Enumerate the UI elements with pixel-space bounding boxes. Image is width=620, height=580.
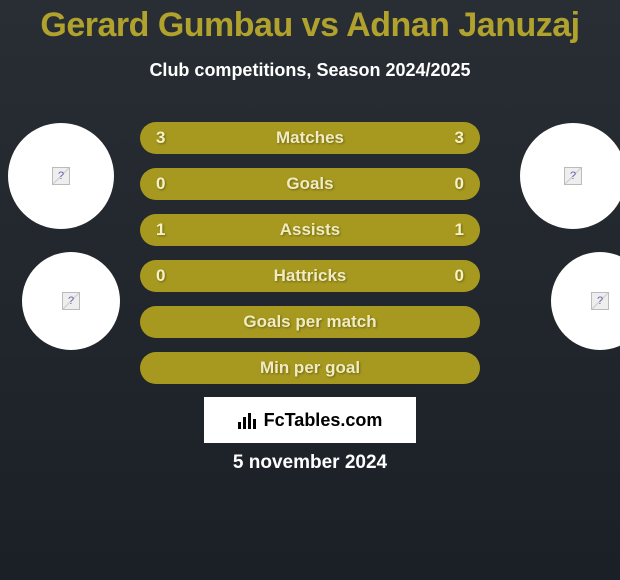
image-placeholder-icon: ?: [564, 167, 582, 185]
page-title: Gerard Gumbau vs Adnan Januzaj: [0, 6, 620, 45]
stat-left-value: 0: [156, 266, 165, 286]
stat-label: Goals: [140, 174, 480, 194]
brand-badge: FcTables.com: [204, 397, 416, 443]
image-placeholder-icon: ?: [62, 292, 80, 310]
page-subtitle: Club competitions, Season 2024/2025: [0, 60, 620, 81]
stat-row-assists: 1 Assists 1: [140, 214, 480, 246]
player1-club-circle: ?: [22, 252, 120, 350]
stat-right-value: 0: [455, 174, 464, 194]
stat-label: Hattricks: [140, 266, 480, 286]
brand-text: FcTables.com: [264, 410, 383, 431]
stat-label: Min per goal: [140, 358, 480, 378]
player2-avatar-circle: ?: [520, 123, 620, 229]
footer-date: 5 november 2024: [0, 452, 620, 474]
stat-label: Matches: [140, 128, 480, 148]
bar-chart-icon: [238, 411, 258, 429]
stat-label: Goals per match: [140, 312, 480, 332]
image-placeholder-icon: ?: [52, 167, 70, 185]
stat-row-goals: 0 Goals 0: [140, 168, 480, 200]
stat-left-value: 0: [156, 174, 165, 194]
stat-right-value: 0: [455, 266, 464, 286]
stat-label: Assists: [140, 220, 480, 240]
stat-left-value: 3: [156, 128, 165, 148]
stat-row-matches: 3 Matches 3: [140, 122, 480, 154]
stat-row-hattricks: 0 Hattricks 0: [140, 260, 480, 292]
stat-right-value: 3: [455, 128, 464, 148]
stat-left-value: 1: [156, 220, 165, 240]
stat-row-mpg: Min per goal: [140, 352, 480, 384]
image-placeholder-icon: ?: [591, 292, 609, 310]
player1-avatar-circle: ?: [8, 123, 114, 229]
stat-right-value: 1: [455, 220, 464, 240]
stat-row-gpm: Goals per match: [140, 306, 480, 338]
